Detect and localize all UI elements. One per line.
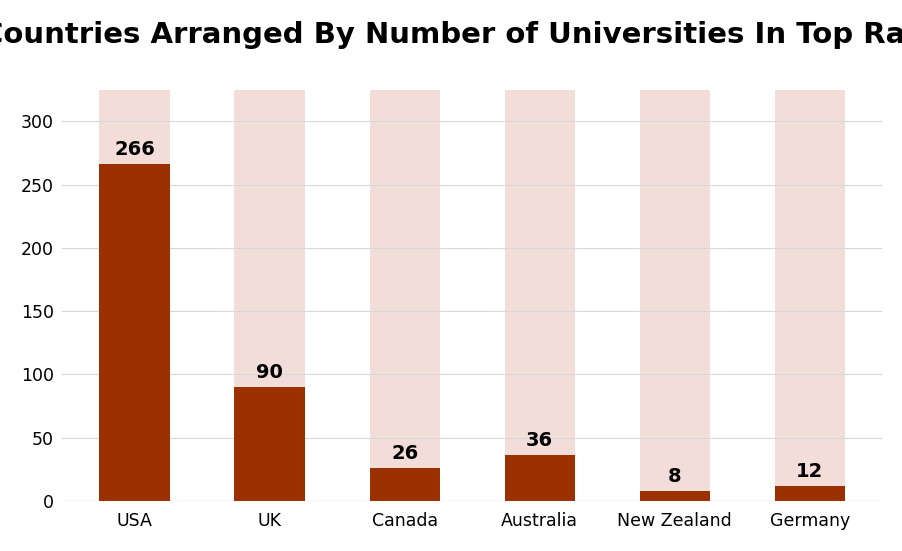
Bar bbox=[639, 491, 709, 501]
Bar bbox=[235, 90, 304, 501]
Bar bbox=[369, 90, 439, 501]
Bar bbox=[504, 90, 575, 501]
Bar bbox=[235, 387, 304, 501]
Bar bbox=[774, 90, 844, 501]
Text: 8: 8 bbox=[667, 467, 681, 486]
Bar bbox=[99, 164, 170, 501]
Bar bbox=[639, 90, 709, 501]
Bar bbox=[99, 90, 170, 501]
Title: Countries Arranged By Number of Universities In Top Ranks: Countries Arranged By Number of Universi… bbox=[0, 21, 902, 49]
Text: 12: 12 bbox=[796, 462, 823, 481]
Text: 266: 266 bbox=[114, 141, 155, 159]
Text: 36: 36 bbox=[526, 431, 553, 450]
Text: 26: 26 bbox=[391, 444, 418, 463]
Bar bbox=[504, 456, 575, 501]
Text: 90: 90 bbox=[256, 363, 282, 382]
Bar bbox=[774, 486, 844, 501]
Bar bbox=[369, 468, 439, 501]
